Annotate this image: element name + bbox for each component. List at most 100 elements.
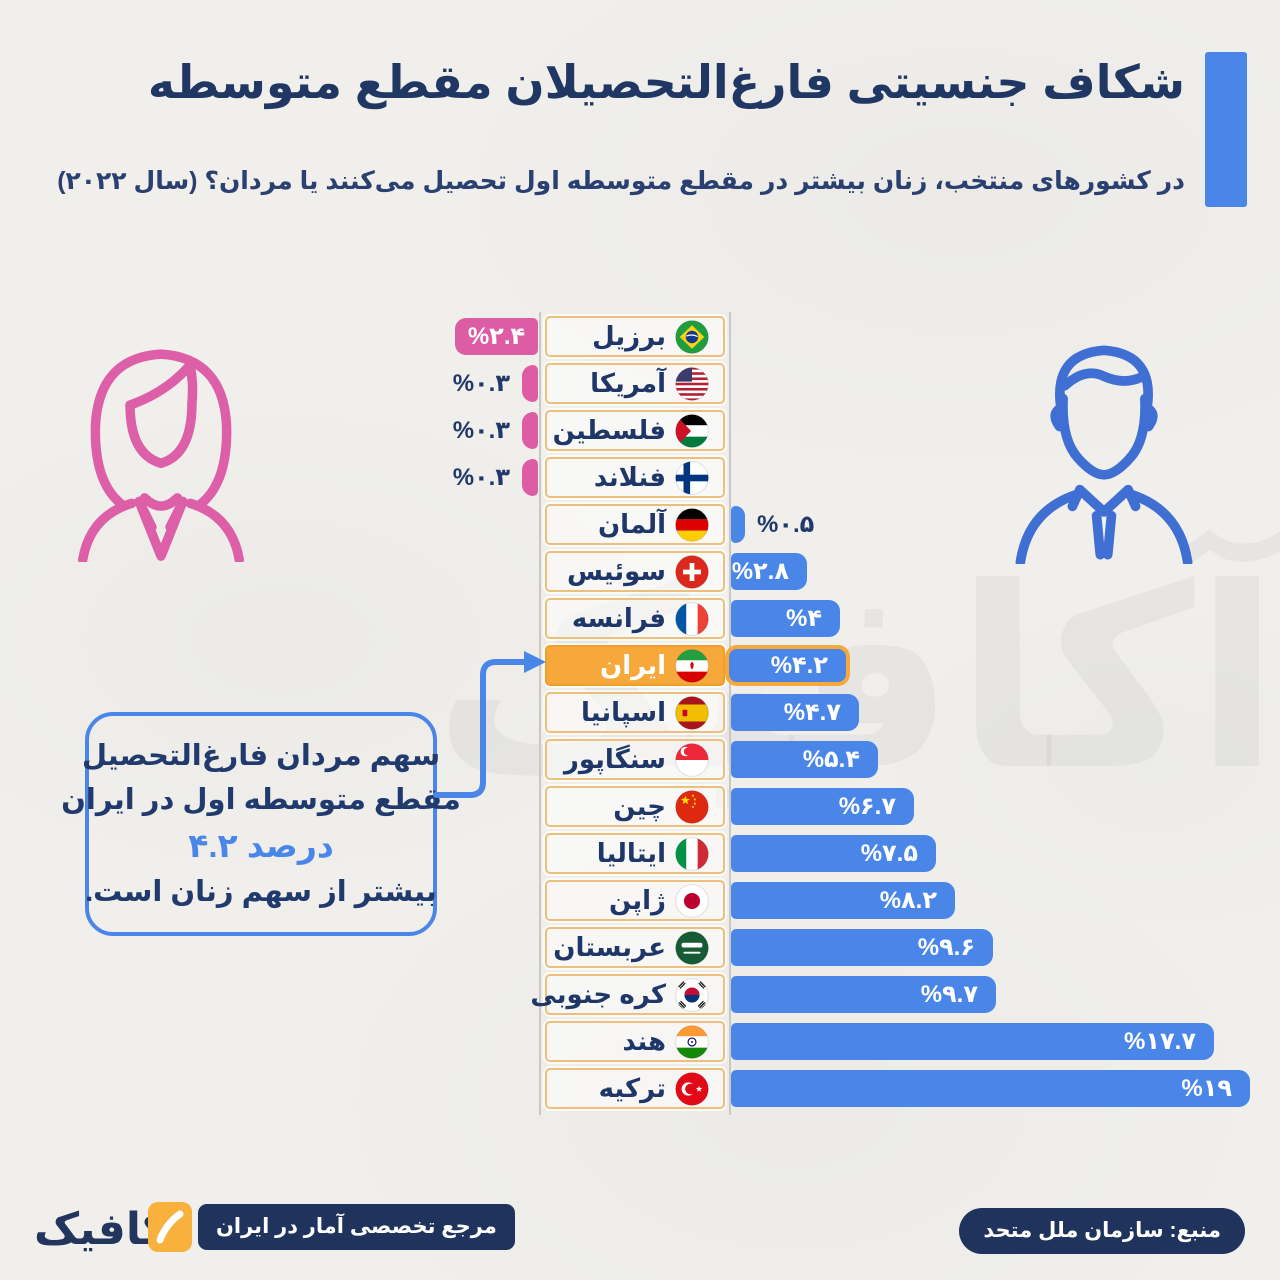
country-box-spain: اسپانیا [545, 692, 725, 733]
value-bar-palestine [522, 412, 538, 449]
value-label-germany: %۰.۵ [757, 511, 815, 538]
country-label: آلمان [597, 509, 666, 539]
iran-flag-icon [675, 648, 709, 683]
country-box-palestine: فلسطین [545, 410, 725, 451]
chart-row-japan: ژاپن %۸.۲ [0, 880, 1280, 921]
logo-icon [148, 1202, 192, 1252]
source-badge: منبع: سازمان ملل متحد [959, 1208, 1245, 1254]
value-label-singapore: %۵.۴ [802, 746, 860, 773]
value-bar-germany [731, 506, 745, 543]
callout-arrow [428, 642, 558, 817]
finland-flag-icon [675, 460, 709, 495]
value-label-south-korea: %۹.۷ [920, 981, 978, 1008]
man-icon [1006, 328, 1202, 564]
singapore-flag-icon [675, 742, 709, 777]
country-label: چین [613, 791, 666, 821]
country-label: آمریکا [590, 368, 666, 398]
china-flag-icon [675, 789, 709, 824]
value-label-brazil: %۲.۴ [467, 323, 526, 350]
country-label: فنلاند [593, 462, 666, 492]
page-title: شکاف جنسیتی فارغ‌التحصیلان مقطع متوسطه [147, 56, 1186, 108]
japan-flag-icon [675, 883, 709, 918]
country-label: برزیل [592, 321, 666, 351]
country-box-saudi-arabia: عربستان [545, 927, 725, 968]
value-label-japan: %۸.۲ [879, 887, 937, 914]
value-bar-brazil [455, 318, 538, 355]
chart-row-spain: اسپانیا %۴.۷ [0, 692, 1280, 733]
country-box-iran: ایران [545, 645, 725, 686]
value-label-usa: %۰.۳ [452, 370, 510, 397]
value-label-iran: %۴.۲ [770, 652, 828, 679]
chart-row-china: چین %۶.۷ [0, 786, 1280, 827]
country-label: اسپانیا [581, 697, 666, 727]
country-box-south-korea: کره جنوبی [530, 974, 725, 1015]
country-box-germany: آلمان [545, 504, 725, 545]
turkey-flag-icon [675, 1071, 709, 1106]
country-label: سنگاپور [563, 744, 666, 774]
country-box-japan: ژاپن [545, 880, 725, 921]
chart-row-iran: ایران %۴.۲ [0, 645, 1280, 686]
value-bar-iran [725, 645, 850, 686]
country-label: فرانسه [571, 603, 666, 633]
woman-icon [70, 330, 252, 562]
chart-row-italy: ایتالیا %۷.۵ [0, 833, 1280, 874]
country-box-italy: ایتالیا [545, 833, 725, 874]
callout-line-2: مقطع متوسطه اول در ایران [61, 784, 461, 816]
value-bar-usa [522, 365, 538, 402]
spain-flag-icon [675, 695, 709, 730]
chart-row-singapore: سنگاپور %۵.۴ [0, 739, 1280, 780]
india-flag-icon [675, 1024, 709, 1059]
value-label-turkey: %۱۹ [1181, 1075, 1232, 1102]
callout-box: سهم مردان فارغ‌التحصیل مقطع متوسطه اول د… [61, 712, 461, 936]
usa-flag-icon [675, 366, 709, 401]
chart-row-brazil: برزیل %۲.۴ [0, 316, 1280, 357]
country-label: عربستان [553, 932, 666, 962]
value-label-italy: %۷.۵ [860, 840, 918, 867]
south-korea-flag-icon [675, 977, 709, 1012]
value-bar-singapore [731, 741, 878, 778]
value-bar-switzerland [731, 553, 807, 590]
chart-row-finland: فنلاند %۰.۳ [0, 457, 1280, 498]
country-box-finland: فنلاند [545, 457, 725, 498]
country-label: کره جنوبی [530, 979, 666, 1009]
country-box-singapore: سنگاپور [545, 739, 725, 780]
brazil-flag-icon [675, 319, 709, 354]
chart-row-france: فرانسه %۴ [0, 598, 1280, 639]
value-bar-saudi-arabia [731, 929, 993, 966]
chart-row-palestine: فلسطین %۰.۳ [0, 410, 1280, 451]
country-label: فلسطین [552, 415, 666, 445]
chart-row-germany: آلمان %۰.۵ [0, 504, 1280, 545]
callout-highlight-value: ۴.۲ درصد [188, 827, 334, 864]
chart-row-saudi-arabia: عربستان %۹.۶ [0, 927, 1280, 968]
value-label-finland: %۰.۳ [452, 464, 510, 491]
country-label: سوئیس [567, 556, 666, 586]
country-box-turkey: ترکیه [545, 1068, 725, 1109]
value-label-france: %۴ [786, 605, 822, 632]
chart-row-turkey: ترکیه %۱۹ [0, 1068, 1280, 1109]
chart-row-south-korea: کره جنوبی %۹.۷ [0, 974, 1280, 1015]
chart-row-switzerland: سوئیس %۲.۸ [0, 551, 1280, 592]
country-box-china: چین [545, 786, 725, 827]
country-box-france: فرانسه [545, 598, 725, 639]
value-bar-spain [731, 694, 859, 731]
chart-row-usa: آمریکا %۰.۳ [0, 363, 1280, 404]
value-label-china: %۶.۷ [838, 793, 896, 820]
value-label-saudi-arabia: %۹.۶ [917, 934, 975, 961]
value-bar-turkey [731, 1070, 1250, 1107]
value-label-switzerland: %۲.۸ [731, 558, 789, 585]
country-label: هند [622, 1026, 666, 1056]
country-box-india: هند [545, 1021, 725, 1062]
value-bar-italy [731, 835, 936, 872]
germany-flag-icon [675, 507, 709, 542]
france-flag-icon [675, 601, 709, 636]
country-label: ایران [600, 650, 666, 680]
saudi-arabia-flag-icon [675, 930, 709, 965]
value-bar-france [731, 600, 840, 637]
country-label: ترکیه [598, 1073, 666, 1103]
country-box-usa: آمریکا [545, 363, 725, 404]
value-label-india: %۱۷.۷ [1124, 1028, 1196, 1055]
callout-line-3: بیشتر از سهم زنان است. [85, 876, 437, 908]
tagline-badge: مرجع تخصصی آمار در ایران [198, 1204, 515, 1250]
